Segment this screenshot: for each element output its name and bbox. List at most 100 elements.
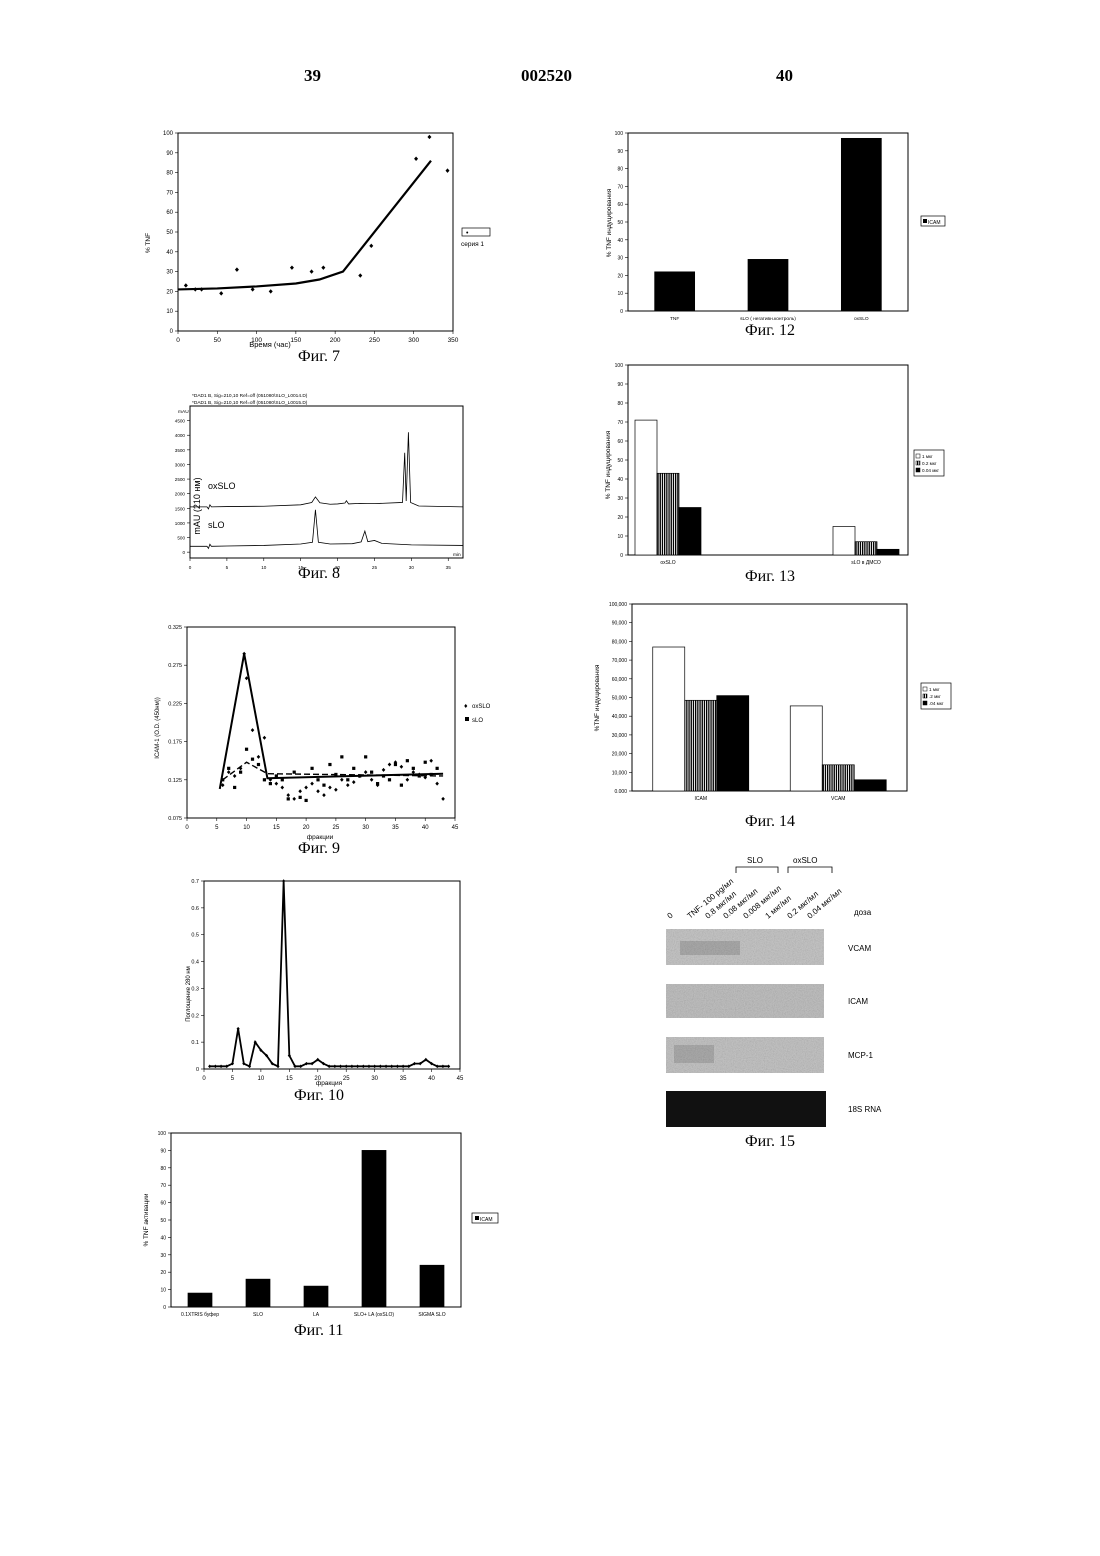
blot-label-icam: ICAM (848, 997, 868, 1006)
data-point (379, 1065, 382, 1069)
data-point-oxslo (280, 785, 284, 789)
bar-1-5 (420, 1265, 444, 1307)
legend-slo-label: sLO (472, 718, 483, 724)
data-point (356, 1065, 359, 1069)
x-tick-label: 30 (362, 825, 369, 831)
y-axis-label: % TNF активации (143, 1193, 150, 1246)
bar-1-1 (653, 647, 685, 791)
data-point-oxslo (346, 783, 350, 787)
figure-8-caption: Фиг. 8 (298, 565, 340, 583)
legend-label: ICAM (928, 220, 941, 226)
x-tick-label: 30 (409, 565, 415, 570)
blot-vcam-band (680, 941, 740, 955)
data-point (414, 157, 418, 161)
y-tick-label: 60 (617, 439, 623, 445)
data-point (339, 1065, 342, 1069)
x-tick-label: 350 (448, 337, 459, 344)
figure-12-caption: Фиг. 12 (745, 322, 795, 340)
y-tick-label: 30 (160, 1253, 166, 1259)
legend-label: .04 мкг (929, 701, 944, 706)
x-tick-label: 45 (452, 825, 459, 831)
data-point-oxslo (322, 793, 326, 797)
data-point (333, 1065, 336, 1069)
y-tick-label: 0 (196, 1067, 199, 1073)
data-point-slo (412, 767, 415, 770)
y-tick-label: 80 (617, 167, 623, 173)
data-point-slo (305, 799, 308, 802)
x-tick-label: 35 (446, 565, 452, 570)
figure-10-caption: Фиг. 10 (294, 1087, 344, 1105)
data-point-slo (293, 771, 296, 774)
y-tick-label: 10 (617, 291, 623, 297)
legend-oxslo-label: oxSLO (472, 704, 491, 710)
category-label: SLO (253, 1312, 263, 1318)
y-tick-label: 100 (615, 363, 624, 369)
y-tick-label: 20 (617, 515, 623, 521)
data-point-oxslo (382, 768, 386, 772)
y-tick-label: 70 (160, 1183, 166, 1189)
data-point-oxslo (435, 782, 439, 786)
data-point (219, 1065, 222, 1069)
y-tick-label: 0.275 (168, 663, 182, 669)
bar-3-1 (717, 696, 749, 791)
figure-9-caption: Фиг. 9 (298, 840, 340, 858)
figure-11-chart: 0102030405060708090100 0.1XTRIS буферSLO… (138, 1125, 508, 1322)
y-tick-label: 0.175 (168, 740, 182, 746)
y-tick-label: 40 (617, 477, 623, 483)
data-point-oxslo (304, 785, 308, 789)
y-tick-label: 0 (620, 309, 623, 315)
y-tick-label: 4500 (175, 419, 186, 424)
x-tick-label: 40 (422, 825, 429, 831)
bar-2-1 (685, 700, 717, 791)
x-axis-label: Время (час) (249, 340, 291, 349)
y-tick-label: 0.2 (191, 1013, 199, 1019)
data-point-oxslo (310, 782, 314, 786)
bar-1-3 (841, 138, 881, 311)
y-unit-label: mAU (178, 409, 189, 415)
data-point (369, 244, 373, 248)
x-tick-label: 15 (286, 1076, 293, 1082)
x-tick-label: 0 (202, 1076, 206, 1082)
data-point (384, 1065, 387, 1069)
figure-9-chart: 0.0750.1250.1750.2250.2750.325 051015202… (150, 618, 500, 843)
y-tick-label: 0.000 (614, 789, 627, 795)
y-tick-label: 80 (617, 401, 623, 407)
bar-3-2 (877, 549, 899, 555)
data-point-oxslo (233, 774, 237, 778)
y-tick-label: 10 (160, 1288, 166, 1294)
y-tick-label: 0.325 (168, 625, 182, 631)
x-tick-label: 45 (457, 1076, 464, 1082)
data-point-slo (328, 763, 331, 766)
y-tick-label: 40 (166, 250, 173, 256)
figure-12-chart: 0102030405060708090100 TNFsLO ( негативн… (598, 128, 958, 326)
y-tick-label: 20 (617, 273, 623, 279)
bar-3-2 (854, 780, 886, 791)
y-axis-label: mAU (210 нм) (192, 477, 202, 534)
y-tick-label: 70,000 (612, 658, 628, 664)
y-tick-label: 0.075 (168, 816, 182, 822)
y-tick-label: 0 (170, 329, 174, 335)
data-point-slo (364, 755, 367, 758)
data-point-slo (281, 778, 284, 781)
data-point-oxslo (316, 789, 320, 793)
legend-label: 1 мкг (922, 454, 933, 459)
legend-swatch (923, 694, 927, 698)
trace-label-slo: sLO (208, 520, 225, 530)
data-point-slo (287, 797, 290, 800)
legend-swatch (916, 468, 920, 472)
chromatogram-header-line-2: *DAD1 B, Sig=210,10 Ref=off (051080\SLO_… (192, 400, 308, 406)
figure-7-chart: 0102030405060708090100 05010015020025030… (140, 125, 500, 350)
bar-2-2 (822, 765, 854, 791)
y-tick-label: 60 (160, 1201, 166, 1207)
data-point-oxslo (352, 780, 356, 784)
x-tick-label: 35 (400, 1076, 407, 1082)
y-tick-label: 0 (163, 1305, 166, 1311)
x-tick-label: 0 (176, 337, 180, 344)
data-point (350, 1065, 353, 1069)
category-label: VCAM (831, 796, 845, 802)
data-point-slo (346, 778, 349, 781)
y-tick-label: 0.5 (191, 933, 199, 939)
group-bracket-slo (736, 867, 778, 873)
data-point-oxslo (334, 788, 338, 792)
y-tick-label: 0 (620, 553, 623, 559)
